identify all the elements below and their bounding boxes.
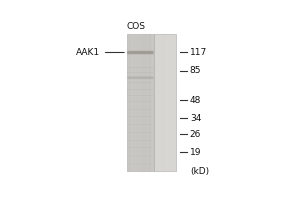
Bar <box>127 34 154 171</box>
Text: AAK1: AAK1 <box>76 48 100 57</box>
Text: COS: COS <box>127 22 146 31</box>
Text: 19: 19 <box>190 148 201 157</box>
Text: 48: 48 <box>190 96 201 105</box>
Text: 34: 34 <box>190 114 201 123</box>
Bar <box>154 34 176 171</box>
Text: 117: 117 <box>190 48 207 57</box>
Text: 26: 26 <box>190 130 201 139</box>
Text: 85: 85 <box>190 66 201 75</box>
Text: (kD): (kD) <box>190 167 209 176</box>
